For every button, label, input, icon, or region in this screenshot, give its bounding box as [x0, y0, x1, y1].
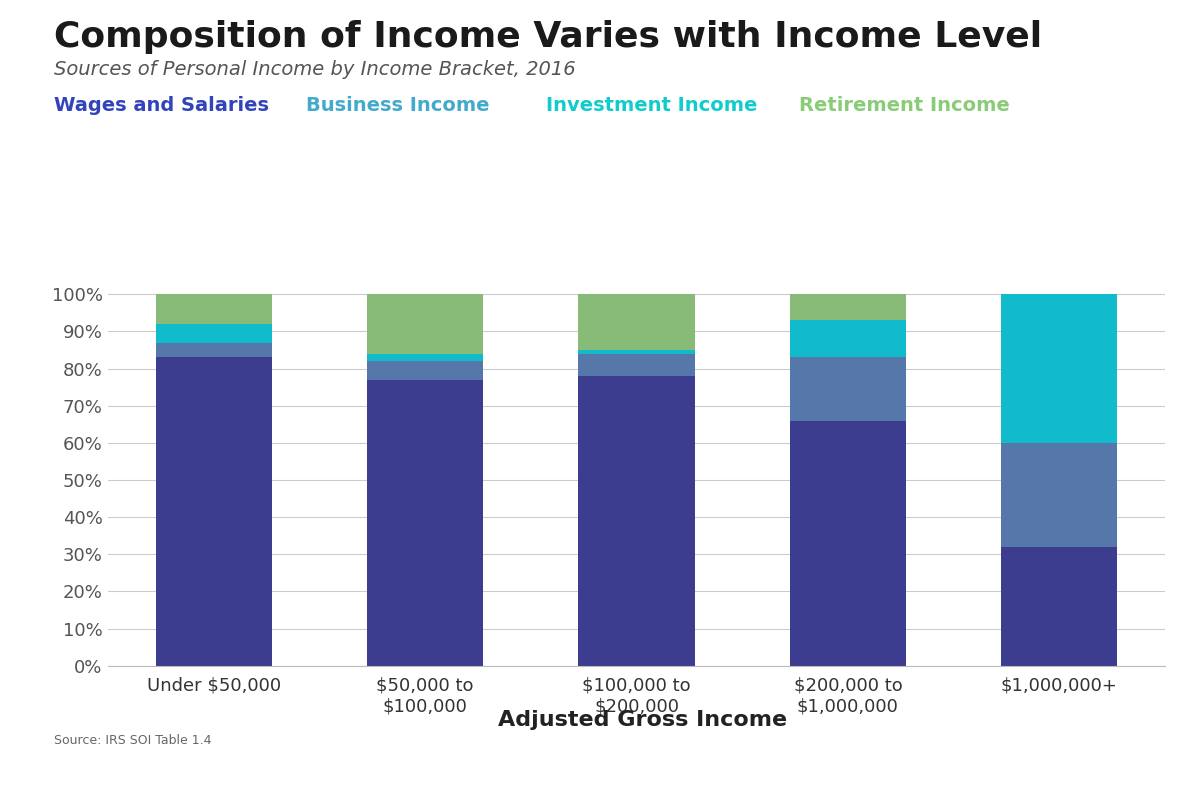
Bar: [1002, 443, 1117, 547]
Bar: [156, 294, 271, 324]
Bar: [368, 354, 483, 361]
Bar: [579, 294, 694, 350]
Bar: [156, 324, 271, 342]
Bar: [790, 420, 906, 666]
Bar: [368, 380, 483, 666]
Text: TAX FOUNDATION: TAX FOUNDATION: [14, 767, 193, 785]
Text: Source: IRS SOI Table 1.4: Source: IRS SOI Table 1.4: [54, 734, 211, 747]
Text: Business Income: Business Income: [306, 96, 490, 115]
Bar: [790, 358, 906, 420]
Bar: [368, 294, 483, 354]
Bar: [579, 350, 694, 354]
Bar: [579, 354, 694, 376]
Bar: [368, 361, 483, 380]
Bar: [156, 342, 271, 358]
Text: Adjusted Gross Income: Adjusted Gross Income: [498, 710, 787, 730]
Bar: [579, 376, 694, 666]
Text: Composition of Income Varies with Income Level: Composition of Income Varies with Income…: [54, 20, 1042, 54]
Bar: [156, 358, 271, 666]
Text: Investment Income: Investment Income: [546, 96, 758, 115]
Bar: [1002, 547, 1117, 666]
Text: Retirement Income: Retirement Income: [799, 96, 1009, 115]
Bar: [1002, 294, 1117, 443]
Text: @TaxFoundation: @TaxFoundation: [1050, 767, 1187, 785]
Text: Sources of Personal Income by Income Bracket, 2016: Sources of Personal Income by Income Bra…: [54, 60, 575, 79]
Bar: [790, 294, 906, 320]
Text: Wages and Salaries: Wages and Salaries: [54, 96, 269, 115]
Bar: [790, 320, 906, 358]
